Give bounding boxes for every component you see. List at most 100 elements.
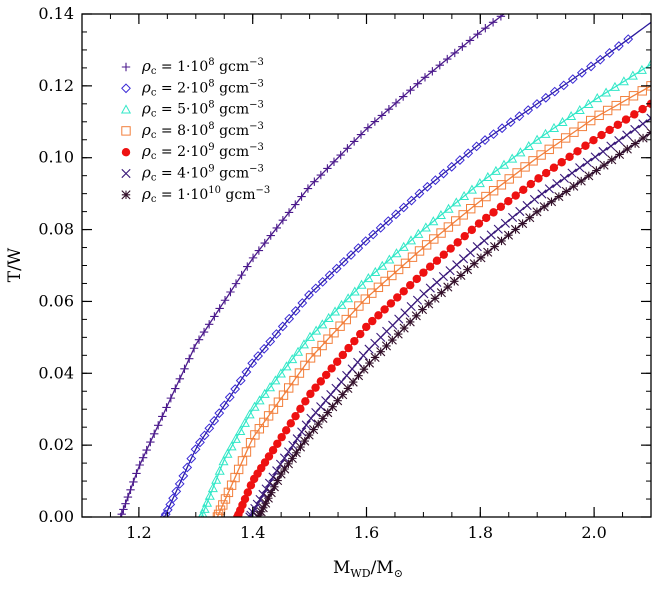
data-point xyxy=(387,335,397,345)
data-point xyxy=(185,354,194,363)
data-point xyxy=(353,371,364,381)
data-point xyxy=(246,481,256,490)
data-point xyxy=(529,194,540,205)
data-point xyxy=(332,357,342,366)
data-point xyxy=(581,141,590,150)
data-point xyxy=(226,441,237,451)
data-point xyxy=(481,191,491,202)
data-point xyxy=(273,439,282,448)
data-point xyxy=(618,76,629,86)
data-point xyxy=(567,74,578,85)
series-3 xyxy=(198,59,651,517)
data-point xyxy=(500,218,510,228)
data-marks xyxy=(116,14,651,517)
data-point xyxy=(375,222,386,233)
data-point xyxy=(508,14,510,15)
data-point xyxy=(189,344,199,353)
legend-marker xyxy=(121,190,131,200)
data-point xyxy=(291,448,301,458)
data-point xyxy=(219,400,230,411)
data-point xyxy=(493,224,503,234)
data-point xyxy=(199,327,209,337)
data-point xyxy=(585,115,596,126)
data-point xyxy=(391,98,401,108)
data-point xyxy=(584,171,594,181)
data-point xyxy=(344,343,353,353)
data-point xyxy=(338,390,348,400)
data-point xyxy=(384,104,394,114)
data-point xyxy=(316,377,326,386)
data-point xyxy=(405,235,417,245)
legend-entry: ρc = 1·1010 gcm−3 xyxy=(121,185,270,205)
data-point xyxy=(304,430,314,440)
data-point xyxy=(214,465,225,475)
data-point xyxy=(300,360,310,371)
data-point xyxy=(343,293,354,303)
data-point xyxy=(119,505,128,514)
data-point xyxy=(497,123,508,134)
data-point xyxy=(443,203,454,213)
data-point xyxy=(222,448,233,458)
data-point xyxy=(623,34,634,45)
data-point xyxy=(287,354,298,364)
y-tick-label: 0.10 xyxy=(38,148,74,167)
data-point xyxy=(253,351,264,361)
data-point xyxy=(482,171,493,182)
data-point xyxy=(153,421,163,430)
data-point xyxy=(321,370,331,380)
data-point xyxy=(333,396,343,406)
data-point xyxy=(536,150,546,160)
data-point xyxy=(636,64,647,74)
data-point xyxy=(573,147,582,156)
data-point xyxy=(297,427,307,437)
legend-marker xyxy=(121,148,131,157)
data-point xyxy=(532,99,542,109)
data-point xyxy=(532,207,542,217)
legend-label: ρc = 4·109 gcm−3 xyxy=(141,164,264,184)
data-point xyxy=(263,493,273,503)
data-point xyxy=(329,157,339,167)
data-point xyxy=(317,319,328,329)
series-6 xyxy=(245,113,651,517)
data-point xyxy=(300,436,310,446)
data-point xyxy=(218,500,228,510)
data-point xyxy=(311,407,321,418)
x-tick-label: 1.2 xyxy=(126,523,151,542)
data-point xyxy=(453,238,462,247)
legend-entry: ρc = 8·108 gcm−3 xyxy=(121,121,264,141)
data-point xyxy=(269,482,279,492)
data-point xyxy=(377,111,387,120)
data-point xyxy=(630,138,640,149)
data-point xyxy=(599,160,609,170)
data-point xyxy=(510,224,521,234)
legend-label: ρc = 8·108 gcm−3 xyxy=(141,121,264,141)
data-point xyxy=(266,231,275,240)
data-point xyxy=(265,336,276,347)
data-point xyxy=(386,299,396,308)
data-point xyxy=(272,223,281,233)
data-point xyxy=(490,165,501,175)
data-point xyxy=(574,104,585,115)
data-point xyxy=(347,308,358,318)
data-point xyxy=(306,389,315,399)
data-point xyxy=(254,246,264,255)
data-point xyxy=(575,163,585,173)
data-point xyxy=(630,124,640,135)
data-point xyxy=(278,390,289,400)
data-point xyxy=(526,179,536,189)
data-point xyxy=(303,184,313,193)
data-point xyxy=(412,274,421,284)
data-point xyxy=(384,254,395,264)
data-point xyxy=(150,429,159,439)
data-point xyxy=(323,312,334,322)
x-tick-label: 2.0 xyxy=(581,523,606,542)
data-point xyxy=(190,444,201,455)
data-point xyxy=(419,268,428,277)
data-point xyxy=(430,175,441,186)
data-point xyxy=(335,321,345,331)
data-point xyxy=(336,299,347,309)
data-point xyxy=(614,149,625,160)
data-point xyxy=(504,174,514,184)
data-point xyxy=(507,153,518,163)
data-point xyxy=(178,471,189,481)
